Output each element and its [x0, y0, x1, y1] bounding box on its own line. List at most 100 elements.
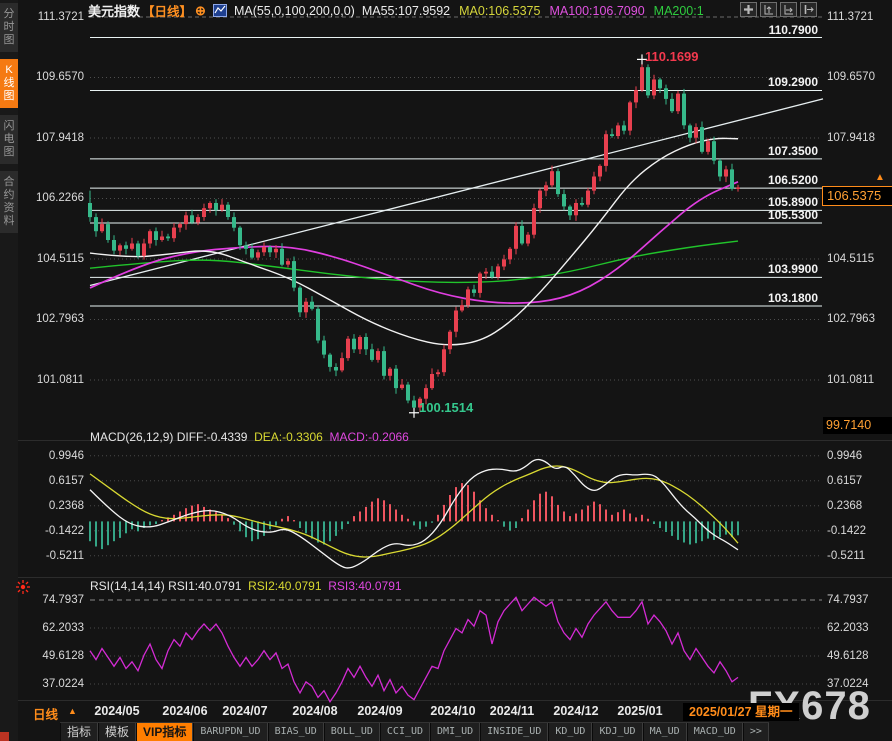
- ma100-line: [89, 181, 739, 304]
- pane-expand-icon[interactable]: [800, 2, 817, 17]
- price-level-lines: [90, 37, 822, 307]
- sidebar-item-1[interactable]: 分时图: [0, 3, 18, 52]
- axis-label: 0.6157: [827, 474, 863, 487]
- toolbar-tab-bias-ud[interactable]: BIAS_UD: [267, 723, 324, 741]
- indicator-toolbar: 指标 模板 VIP指标 BARUPDN_UD BIAS_UD BOLL_UD CCI_UD D…: [60, 722, 769, 741]
- axis-label: 102.7963: [36, 313, 84, 326]
- toolbar-tab-inside-ud[interactable]: INSIDE_UD: [480, 723, 549, 741]
- panel-separators: [0, 440, 892, 701]
- axis-label: 62.2033: [827, 621, 869, 634]
- axis-label: 102.7963: [827, 313, 875, 326]
- axis-label: 37.0224: [827, 677, 869, 690]
- date-tick: 2024/10: [430, 704, 476, 718]
- date-tick: 2024/05: [94, 704, 140, 718]
- macd-legend: MACD(26,12,9) DIFF:-0.4339 DEA:-0.3306 M…: [90, 430, 409, 444]
- toolbar-tab-模板[interactable]: 模板: [98, 723, 137, 741]
- axis-label: -0.5211: [45, 549, 84, 562]
- axis-label: -0.5211: [827, 549, 866, 562]
- rsi3-value: RSI3:40.0791: [328, 579, 402, 593]
- date-tick: 2024/06: [162, 704, 208, 718]
- chart-type-icon[interactable]: [212, 4, 227, 17]
- price-level-label: 105.5300: [767, 208, 818, 223]
- sidebar-item-2[interactable]: K线图: [0, 59, 18, 108]
- current-price-box: 106.5375: [822, 186, 892, 206]
- date-tick: 2024/07: [222, 704, 268, 718]
- ma-values: MA55:107.9592 MA0:106.5375 MA100:106.7090 M…: [362, 4, 713, 18]
- axis-label: 101.0811: [36, 373, 84, 386]
- axis-label: 107.9418: [36, 131, 84, 144]
- rsi2-value: RSI2:40.0791: [248, 579, 322, 593]
- axis-label: 0.6157: [48, 474, 84, 487]
- low-annotation: 100.1514: [419, 400, 474, 415]
- high-annotation: 110.1699: [645, 49, 699, 64]
- scale-x-axis-icon[interactable]: [780, 2, 797, 17]
- axis-label: 104.5115: [827, 252, 875, 265]
- add-indicator-icon[interactable]: ⊕: [195, 2, 206, 18]
- toolbar-tab-boll-ud[interactable]: BOLL_UD: [323, 723, 380, 741]
- scale-y-axis-icon[interactable]: [760, 2, 777, 17]
- period-tag: 【日线】: [142, 5, 193, 19]
- axis-label: 0.9946: [827, 449, 863, 462]
- candles-layer: [88, 59, 740, 413]
- date-tick: 2024/09: [357, 704, 403, 718]
- toolbar-tab-vip指标[interactable]: VIP指标: [136, 723, 194, 741]
- rsi-settings-label: RSI(14,14,14): [90, 579, 165, 593]
- price-level-label: 109.2900: [767, 75, 818, 90]
- toolbar-tab-kd-ud[interactable]: KD_UD: [548, 723, 593, 741]
- axis-label: -0.1422: [827, 524, 867, 537]
- axis-label: 109.6570: [36, 71, 84, 84]
- pan-move-icon[interactable]: [740, 2, 757, 17]
- axis-label: 109.6570: [827, 71, 875, 84]
- period-label[interactable]: 日线: [33, 708, 59, 722]
- macd-histogram: [89, 483, 739, 550]
- macd-settings-label: MACD(26,12,9): [90, 430, 174, 444]
- chart-window-controls: [740, 2, 817, 17]
- rsi-legend: RSI(14,14,14) RSI1:40.0791 RSI2:40.0791 …: [90, 579, 402, 593]
- symbol-name: 美元指数: [88, 4, 141, 19]
- price-level-label: 107.3500: [767, 143, 818, 158]
- alert-burst-icon[interactable]: [15, 579, 31, 600]
- toolbar-tab-barupdn-ud[interactable]: BARUPDN_UD: [193, 723, 268, 741]
- rsi-line: [89, 596, 739, 704]
- price-level-label: 103.9900: [767, 262, 818, 277]
- axis-label: 107.9418: [827, 131, 875, 144]
- axis-label: -0.1422: [44, 524, 84, 537]
- toolbar-tab-dmi-ud[interactable]: DMI_UD: [430, 723, 481, 741]
- toolbar-tab-kdj-ud[interactable]: KDJ_UD: [592, 723, 643, 741]
- macd-diff-value: DIFF:-0.4339: [176, 430, 248, 444]
- ma-value-3: MA100:106.7090: [549, 3, 645, 18]
- toolbar-tab-指标[interactable]: 指标: [60, 723, 99, 741]
- ma-value-4: MA200:1: [653, 3, 704, 18]
- period-dropdown-icon[interactable]: ▲: [68, 706, 77, 716]
- axis-label: 0.9946: [48, 449, 84, 462]
- macd-dea-value: DEA:-0.3306: [254, 430, 323, 444]
- ma-value-1: MA55:107.9592: [361, 3, 451, 18]
- sidebar-item-4[interactable]: 合约资料: [0, 171, 18, 233]
- axis-label: 106.2266: [36, 192, 84, 205]
- price-pointer-icon: ▲: [875, 172, 885, 183]
- current-date-badge: 2025/01/27 星期一: [683, 703, 799, 721]
- sidebar-item-3[interactable]: 闪电图: [0, 115, 18, 164]
- toolbar-tab-cci-ud[interactable]: CCI_UD: [379, 723, 431, 741]
- corner-marker: [0, 732, 9, 741]
- axis-label: 0.2368: [48, 499, 84, 512]
- axis-label: 0.2368: [827, 499, 863, 512]
- macd-hist-value: MACD:-0.2066: [329, 430, 409, 444]
- macd-diff-line: [89, 458, 739, 569]
- toolbar-tab--[interactable]: >>: [742, 723, 769, 741]
- axis-label: 49.6128: [827, 649, 869, 662]
- axis-label: 74.7937: [42, 594, 84, 606]
- date-tick: 2024/12: [553, 704, 599, 718]
- date-tick: 2025/01: [617, 704, 663, 718]
- rsi1-value: RSI1:40.0791: [168, 579, 242, 593]
- axis-label: 62.2033: [42, 621, 84, 634]
- axis-label: 37.0224: [42, 677, 84, 690]
- axis-label: 49.6128: [42, 649, 84, 662]
- toolbar-tab-ma-ud[interactable]: MA_UD: [642, 723, 687, 741]
- date-axis: 日线 ▲ 2024/05 2024/06 2024/07 2024/08 2024/09…: [0, 702, 892, 722]
- axis-label: 104.5115: [36, 252, 84, 265]
- ma55-line: [89, 137, 739, 346]
- toolbar-tab-macd-ud[interactable]: MACD_UD: [686, 723, 743, 741]
- axis-label: 74.7937: [827, 594, 869, 606]
